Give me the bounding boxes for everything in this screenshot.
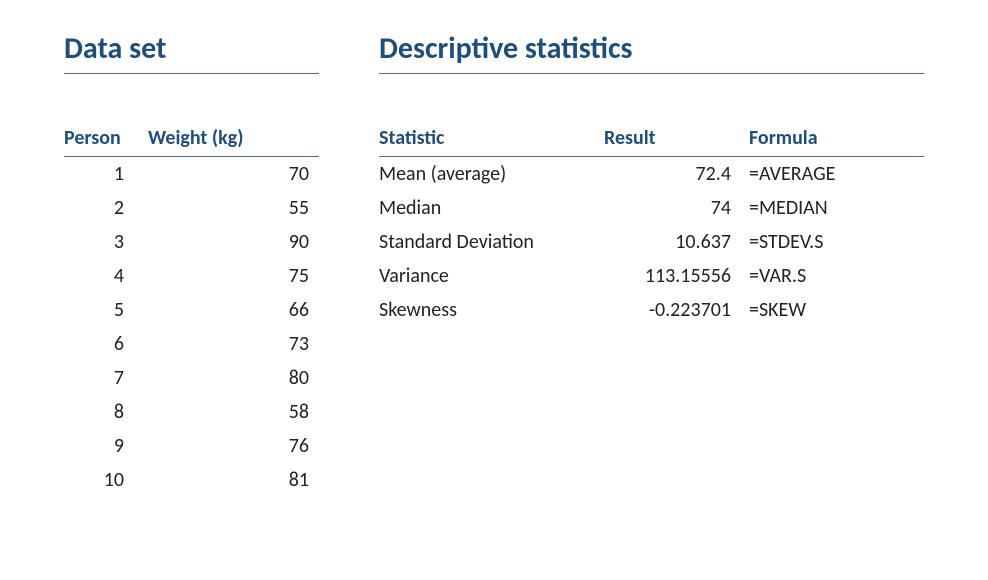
table-row: 8 58	[64, 395, 319, 429]
cell-person: 7	[64, 361, 144, 395]
dataset-table: Person Weight (kg) 1 70 2 55 3 90 4 75 5	[64, 122, 319, 497]
cell-result: 72.4	[604, 157, 749, 192]
cell-person: 9	[64, 429, 144, 463]
table-row: 4 75	[64, 259, 319, 293]
statistics-section: Descriptive statistics Statistic Result …	[379, 30, 924, 550]
cell-weight: 66	[144, 293, 319, 327]
table-row: 2 55	[64, 191, 319, 225]
cell-statistic: Variance	[379, 259, 604, 293]
cell-weight: 73	[144, 327, 319, 361]
cell-weight: 75	[144, 259, 319, 293]
cell-person: 2	[64, 191, 144, 225]
cell-person: 4	[64, 259, 144, 293]
cell-person: 6	[64, 327, 144, 361]
table-row: 5 66	[64, 293, 319, 327]
cell-weight: 80	[144, 361, 319, 395]
cell-person: 8	[64, 395, 144, 429]
cell-person: 3	[64, 225, 144, 259]
table-row: Median 74 =MEDIAN	[379, 191, 924, 225]
cell-statistic: Median	[379, 191, 604, 225]
cell-weight: 90	[144, 225, 319, 259]
statistics-title: Descriptive statistics	[379, 30, 924, 74]
table-row: 6 73	[64, 327, 319, 361]
statistics-table: Statistic Result Formula Mean (average) …	[379, 122, 924, 327]
table-row: Variance 113.15556 =VAR.S	[379, 259, 924, 293]
dataset-header-weight: Weight (kg)	[144, 122, 319, 157]
cell-person: 10	[64, 463, 144, 497]
cell-person: 1	[64, 157, 144, 192]
cell-weight: 70	[144, 157, 319, 192]
stats-header-statistic: Statistic	[379, 122, 604, 157]
cell-formula: =STDEV.S	[749, 225, 924, 259]
table-row: Skewness -0.223701 =SKEW	[379, 293, 924, 327]
cell-formula: =AVERAGE	[749, 157, 924, 192]
stats-header-result: Result	[604, 122, 749, 157]
cell-statistic: Skewness	[379, 293, 604, 327]
dataset-header-person: Person	[64, 122, 144, 157]
cell-formula: =MEDIAN	[749, 191, 924, 225]
cell-formula: =SKEW	[749, 293, 924, 327]
cell-weight: 55	[144, 191, 319, 225]
dataset-section: Data set Person Weight (kg) 1 70 2 55 3 …	[64, 30, 319, 550]
cell-weight: 58	[144, 395, 319, 429]
cell-formula: =VAR.S	[749, 259, 924, 293]
cell-person: 5	[64, 293, 144, 327]
table-row: Standard Deviation 10.637 =STDEV.S	[379, 225, 924, 259]
table-row: 10 81	[64, 463, 319, 497]
cell-result: -0.223701	[604, 293, 749, 327]
dataset-title: Data set	[64, 30, 319, 74]
table-row: 7 80	[64, 361, 319, 395]
cell-weight: 81	[144, 463, 319, 497]
table-row: 1 70	[64, 157, 319, 192]
table-row: 3 90	[64, 225, 319, 259]
cell-result: 113.15556	[604, 259, 749, 293]
table-row: 9 76	[64, 429, 319, 463]
cell-result: 10.637	[604, 225, 749, 259]
table-row: Mean (average) 72.4 =AVERAGE	[379, 157, 924, 192]
cell-result: 74	[604, 191, 749, 225]
cell-statistic: Mean (average)	[379, 157, 604, 192]
stats-header-formula: Formula	[749, 122, 924, 157]
cell-weight: 76	[144, 429, 319, 463]
cell-statistic: Standard Deviation	[379, 225, 604, 259]
